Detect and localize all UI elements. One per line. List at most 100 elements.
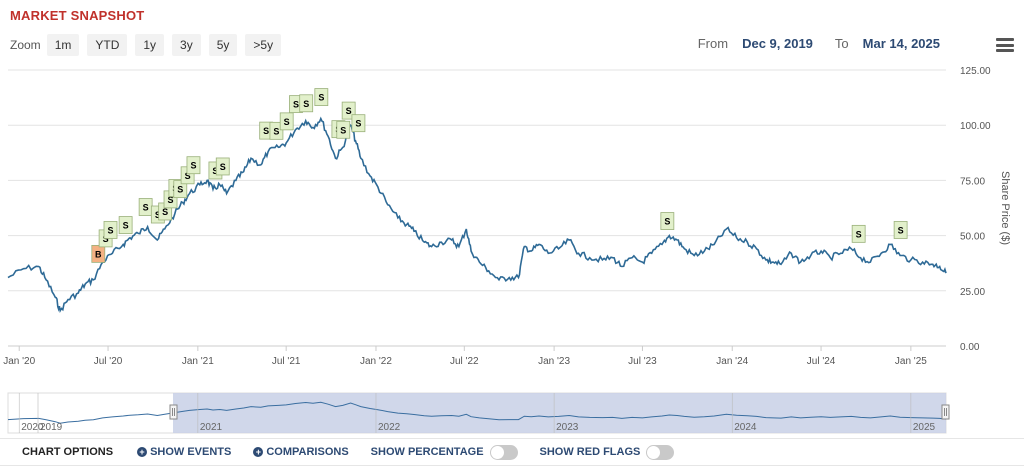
sell-flag: S	[279, 112, 294, 131]
flag-box	[299, 94, 314, 113]
price-series-line	[7, 116, 947, 313]
x-tick-label: Jan '24	[716, 356, 748, 367]
y-tick-label: 25.00	[960, 287, 985, 298]
navigator-handle[interactable]	[169, 404, 178, 420]
flag-box	[314, 88, 329, 106]
sell-flag: S	[314, 88, 329, 106]
flag-label: S	[168, 195, 174, 205]
y-tick-label: 100.00	[960, 121, 991, 132]
sell-flag: S	[893, 221, 908, 239]
flag-label: S	[856, 229, 862, 239]
y-tick-label: 75.00	[960, 176, 985, 187]
flag-box	[118, 216, 133, 234]
navigator-year-label: 2022	[378, 422, 401, 433]
from-label: From	[697, 36, 729, 51]
show-percentage-toggle[interactable]	[489, 444, 518, 460]
flag-box	[91, 244, 106, 263]
zoom-1m-button[interactable]: 1m	[46, 34, 80, 56]
navigator-selection	[173, 393, 946, 433]
show-red-flags-label: SHOW RED FLAGS	[539, 446, 641, 458]
navigator-year-label: 2021	[200, 422, 223, 433]
sell-flag: S	[269, 121, 284, 140]
date-range: From Dec 9, 2019 To Mar 14, 2025	[698, 36, 940, 51]
flag-label: S	[318, 93, 324, 103]
buy-flag: B	[91, 244, 106, 263]
flag-label: S	[355, 119, 361, 129]
flag-label: S	[293, 100, 299, 110]
y-tick-label: 125.00	[960, 66, 991, 77]
show-events-label: SHOW EVENTS	[150, 446, 232, 458]
flag-label: S	[263, 126, 269, 136]
zoom-ytd-button[interactable]: YTD	[87, 34, 128, 56]
flag-label: S	[346, 106, 352, 116]
flag-box	[336, 120, 351, 139]
y-tick-label: 50.00	[960, 232, 985, 243]
page-title: MARKET SNAPSHOT	[10, 8, 145, 23]
flag-label: S	[303, 99, 309, 109]
sell-flag: S	[118, 216, 133, 234]
flag-box	[269, 121, 284, 140]
comparisons-button[interactable]: + COMPARISONS	[253, 446, 349, 458]
zoom-1y-button[interactable]: 1y	[135, 34, 165, 56]
flag-label: S	[664, 217, 670, 227]
sell-flag: S	[336, 120, 351, 139]
sell-flag: S	[351, 114, 366, 133]
navigator-year-label: 2024	[734, 422, 757, 433]
comparisons-label: COMPARISONS	[266, 446, 349, 458]
show-events-button[interactable]: + SHOW EVENTS	[137, 446, 231, 458]
to-date-input[interactable]: Mar 14, 2025	[862, 36, 940, 51]
flag-label: S	[284, 117, 290, 127]
navigator-year-label: 2020	[21, 422, 44, 433]
flag-label: S	[212, 166, 218, 176]
x-tick-label: Jan '20	[3, 356, 35, 367]
x-tick-label: Jul '23	[628, 356, 657, 367]
flag-label: S	[103, 234, 109, 244]
sell-flag: S	[660, 212, 675, 230]
flag-box	[660, 212, 675, 230]
flag-label: S	[123, 221, 129, 231]
sell-flag: S	[186, 156, 201, 175]
x-tick-label: Jul '21	[272, 356, 301, 367]
flag-box	[351, 114, 366, 133]
flag-label: S	[220, 162, 226, 172]
x-tick-label: Jul '20	[94, 356, 123, 367]
flag-box	[103, 221, 118, 239]
navigator-handle[interactable]	[941, 404, 950, 420]
show-percentage-label: SHOW PERCENTAGE	[370, 446, 484, 458]
y-axis-label: Share Price ($)	[999, 171, 1011, 245]
flag-box	[893, 221, 908, 239]
flag-label: S	[155, 210, 161, 220]
flag-label: S	[185, 171, 191, 181]
price-chart: 0.00 25.00 50.00 75.00 100.00 125.00 Jan '20 J…	[3, 66, 1011, 434]
zoom-max-button[interactable]: >5y	[245, 34, 282, 56]
flag-box	[186, 156, 201, 175]
flag-label: S	[107, 225, 113, 235]
x-tick-label: Jul '22	[450, 356, 479, 367]
flag-box	[851, 224, 866, 243]
menu-icon[interactable]	[996, 38, 1014, 52]
sell-flag: S	[851, 224, 866, 243]
from-date-input[interactable]: Dec 9, 2019	[742, 36, 813, 51]
zoom-3y-button[interactable]: 3y	[172, 34, 201, 56]
y-tick-label: 0.00	[960, 342, 980, 353]
flag-label: S	[273, 126, 279, 136]
zoom-5y-button[interactable]: 5y	[208, 34, 238, 56]
flag-box	[279, 112, 294, 131]
flag-label: S	[143, 203, 149, 213]
sell-flag: S	[173, 180, 188, 199]
x-tick-label: Jan '21	[182, 356, 214, 367]
flag-label: B	[95, 249, 102, 259]
flag-label: S	[898, 225, 904, 235]
sell-flag: S	[138, 198, 153, 216]
show-red-flags-toggle[interactable]	[646, 444, 675, 460]
sell-flag: S	[103, 221, 118, 239]
x-tick-label: Jan '22	[360, 356, 392, 367]
chart-options-title: CHART OPTIONS	[22, 446, 114, 458]
flag-label: S	[340, 125, 346, 135]
sell-flag: S	[299, 94, 314, 113]
x-tick-label: Jul '24	[807, 356, 836, 367]
x-tick-label: Jan '23	[538, 356, 570, 367]
zoom-controls: Zoom 1m YTD 1y 3y 5y >5y	[10, 34, 289, 56]
flag-box	[173, 180, 188, 199]
zoom-label: Zoom	[10, 38, 41, 52]
